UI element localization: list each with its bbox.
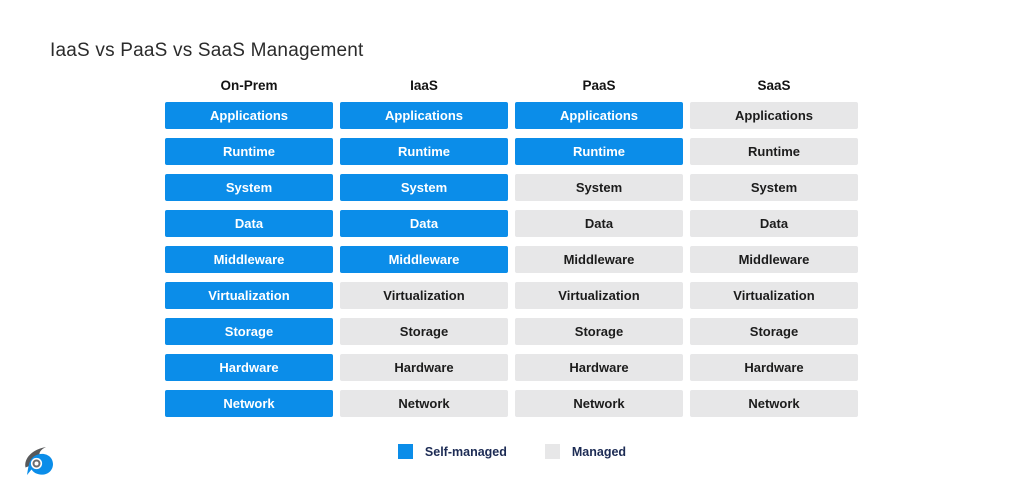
cell-iaas-system: System [340,174,508,201]
cell-saas-data: Data [690,210,858,237]
cell-paas-hardware: Hardware [515,354,683,381]
cell-on-prem-applications: Applications [165,102,333,129]
phoenixnap-logo [21,446,55,480]
column-header-iaas: IaaS [410,78,438,93]
column-on-prem: On-Prem Applications Runtime System Data Midd… [165,78,333,426]
cell-paas-virtualization: Virtualization [515,282,683,309]
column-header-saas: SaaS [757,78,791,93]
cell-on-prem-system: System [165,174,333,201]
cell-paas-runtime: Runtime [515,138,683,165]
cell-paas-data: Data [515,210,683,237]
cell-iaas-middleware: Middleware [340,246,508,273]
cell-iaas-storage: Storage [340,318,508,345]
cell-saas-system: System [690,174,858,201]
phoenix-logo-icon [25,447,53,475]
cell-iaas-data: Data [340,210,508,237]
cell-saas-applications: Applications [690,102,858,129]
cell-saas-runtime: Runtime [690,138,858,165]
column-saas: SaaS Applications Runtime System Data Middlew… [690,78,858,426]
cell-on-prem-storage: Storage [165,318,333,345]
cell-saas-hardware: Hardware [690,354,858,381]
cell-paas-system: System [515,174,683,201]
cell-saas-storage: Storage [690,318,858,345]
cell-iaas-network: Network [340,390,508,417]
cell-paas-storage: Storage [515,318,683,345]
cell-on-prem-runtime: Runtime [165,138,333,165]
legend-swatch-self [397,444,413,459]
cell-on-prem-data: Data [165,210,333,237]
column-header-paas: PaaS [582,78,616,93]
cell-iaas-runtime: Runtime [340,138,508,165]
cell-paas-applications: Applications [515,102,683,129]
page-title: IaaS vs PaaS vs SaaS Management [50,40,364,61]
legend-item-managed: Managed [544,444,627,459]
cell-paas-network: Network [515,390,683,417]
legend-item-self-managed: Self-managed [397,444,507,459]
cell-on-prem-virtualization: Virtualization [165,282,333,309]
cell-saas-network: Network [690,390,858,417]
column-header-on-prem: On-Prem [220,78,278,93]
column-paas: PaaS Applications Runtime System Data Middlew… [515,78,683,426]
legend-label: Self-managed [424,444,507,459]
legend-label: Managed [571,444,627,459]
column-iaas: IaaS Applications Runtime System Data Middlew… [340,78,508,426]
legend: Self-managed Managed [0,444,1024,459]
cell-on-prem-hardware: Hardware [165,354,333,381]
legend-swatch-managed [544,444,560,459]
cell-iaas-virtualization: Virtualization [340,282,508,309]
cell-on-prem-network: Network [165,390,333,417]
cell-iaas-applications: Applications [340,102,508,129]
cell-iaas-hardware: Hardware [340,354,508,381]
cell-paas-middleware: Middleware [515,246,683,273]
cell-saas-virtualization: Virtualization [690,282,858,309]
management-matrix: On-Prem Applications Runtime System Data Midd… [165,78,858,426]
cell-on-prem-middleware: Middleware [165,246,333,273]
cell-saas-middleware: Middleware [690,246,858,273]
